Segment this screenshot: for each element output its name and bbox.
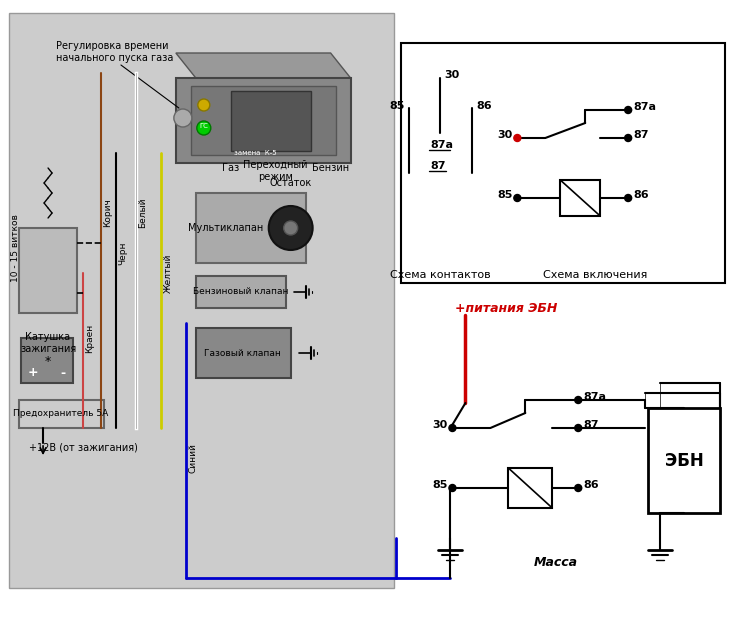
Polygon shape bbox=[176, 53, 351, 78]
Bar bbox=[191, 86, 336, 155]
Bar bbox=[176, 78, 351, 163]
Text: 85: 85 bbox=[432, 480, 448, 490]
Bar bbox=[509, 468, 552, 508]
Text: Белый: Белый bbox=[138, 198, 148, 228]
Circle shape bbox=[198, 99, 209, 111]
Text: Синий: Синий bbox=[188, 443, 197, 473]
Text: 86: 86 bbox=[633, 190, 649, 200]
Bar bbox=[19, 400, 104, 428]
Text: 30: 30 bbox=[497, 130, 512, 140]
Bar bbox=[9, 13, 393, 588]
Circle shape bbox=[625, 134, 631, 141]
Circle shape bbox=[514, 194, 521, 201]
Text: Масса: Масса bbox=[534, 556, 577, 570]
Text: Корич: Корич bbox=[104, 199, 112, 228]
Text: +12В (от зажигания): +12В (от зажигания) bbox=[29, 443, 138, 453]
Text: Предохранитель 5А: Предохранитель 5А bbox=[13, 410, 109, 419]
Text: Схема контактов: Схема контактов bbox=[390, 270, 491, 280]
Text: Регулировка времени
начального пуска газа: Регулировка времени начального пуска газ… bbox=[56, 41, 173, 63]
Text: 30: 30 bbox=[432, 420, 448, 430]
Circle shape bbox=[449, 484, 456, 491]
Text: ГС: ГС bbox=[199, 123, 208, 129]
Circle shape bbox=[575, 424, 581, 431]
Text: Газ: Газ bbox=[222, 163, 240, 173]
Text: *: * bbox=[45, 354, 51, 368]
Text: 86: 86 bbox=[584, 480, 599, 490]
Text: Бензин: Бензин bbox=[312, 163, 349, 173]
Text: 10 - 15 витков: 10 - 15 витков bbox=[10, 214, 20, 282]
Circle shape bbox=[284, 221, 298, 235]
Text: 87: 87 bbox=[431, 161, 446, 171]
Text: Катушка
зажигания: Катушка зажигания bbox=[20, 332, 76, 354]
Text: 85: 85 bbox=[389, 101, 404, 111]
Text: Схема включения: Схема включения bbox=[543, 270, 648, 280]
Text: Остаток: Остаток bbox=[270, 178, 312, 188]
Text: Черн: Черн bbox=[118, 241, 127, 265]
Text: +: + bbox=[28, 367, 38, 379]
Bar bbox=[401, 43, 725, 283]
Circle shape bbox=[575, 397, 581, 404]
Circle shape bbox=[449, 424, 456, 431]
Text: Газовый клапан: Газовый клапан bbox=[204, 349, 282, 358]
Text: 30: 30 bbox=[445, 70, 459, 80]
Bar bbox=[231, 91, 311, 151]
Circle shape bbox=[625, 107, 631, 114]
Text: 87а: 87а bbox=[584, 392, 606, 402]
Text: 87а: 87а bbox=[633, 102, 656, 112]
Text: 87: 87 bbox=[584, 420, 599, 430]
Circle shape bbox=[269, 206, 312, 250]
Bar bbox=[196, 193, 306, 263]
Text: Бензиновый клапан: Бензиновый клапан bbox=[193, 287, 289, 296]
Text: ЭБН: ЭБН bbox=[664, 452, 703, 470]
Bar bbox=[21, 338, 73, 383]
Text: 87: 87 bbox=[633, 130, 649, 140]
Text: Краен: Краен bbox=[85, 323, 95, 352]
Circle shape bbox=[514, 134, 521, 141]
Circle shape bbox=[575, 484, 581, 491]
Text: -: - bbox=[60, 367, 65, 379]
Text: +питания ЭБН: +питания ЭБН bbox=[456, 302, 558, 314]
Text: Переходный
режим: Переходный режим bbox=[243, 160, 308, 182]
Bar bbox=[196, 276, 286, 308]
Text: замена  К-5: замена К-5 bbox=[234, 150, 277, 156]
Circle shape bbox=[625, 194, 631, 201]
Text: Желтый: Желтый bbox=[163, 253, 173, 293]
Bar bbox=[19, 228, 77, 313]
Circle shape bbox=[197, 121, 211, 135]
Text: 85: 85 bbox=[497, 190, 512, 200]
Text: Мультиклапан: Мультиклапан bbox=[188, 223, 263, 233]
Bar bbox=[560, 180, 600, 216]
Text: 86: 86 bbox=[476, 101, 492, 111]
Circle shape bbox=[174, 109, 192, 127]
Bar bbox=[648, 408, 720, 513]
Text: 87а: 87а bbox=[431, 140, 453, 150]
Bar bbox=[196, 328, 290, 378]
